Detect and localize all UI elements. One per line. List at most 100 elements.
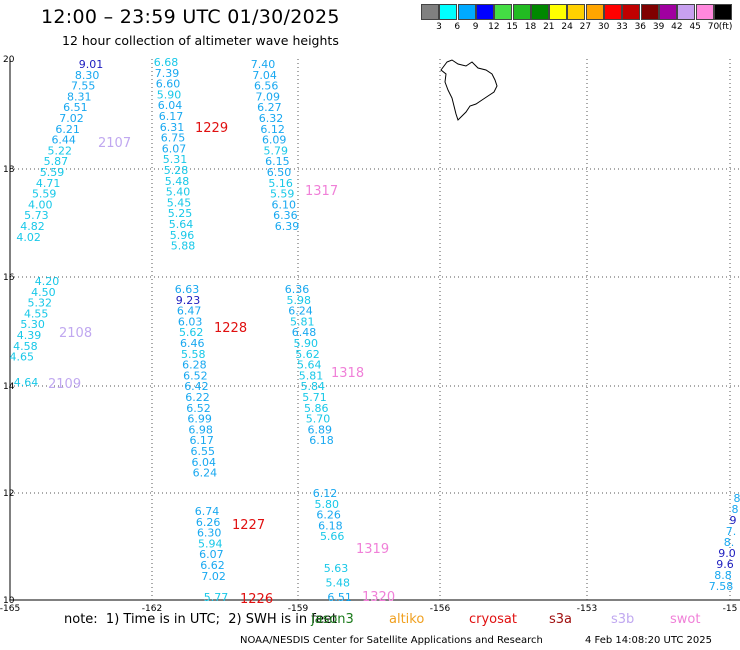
legend-swatch	[658, 4, 677, 20]
wave-height-value: 5.31	[163, 153, 188, 166]
wave-height-value: 5.81	[290, 315, 315, 328]
wave-height-value: 6.07	[162, 142, 187, 155]
legend-label: 45	[689, 22, 701, 32]
wave-height-value: 5.28	[164, 164, 189, 177]
wave-height-value: 5.66	[320, 530, 345, 543]
wave-height-value: 5.22	[48, 144, 73, 157]
track-label: 2108	[59, 326, 92, 341]
wave-height-value: 6.52	[183, 369, 208, 382]
legend-swatch	[475, 4, 494, 20]
track-label: 1319	[356, 542, 389, 557]
wave-height-value: 6.21	[55, 123, 80, 136]
wave-height-value: 6.36	[273, 209, 298, 222]
wave-height-value: 9.6	[716, 558, 734, 571]
track-label: 1226	[240, 592, 273, 607]
legend-label: 9	[472, 22, 479, 32]
wave-height-value: 6.17	[159, 110, 184, 123]
wave-height-value: 5.32	[28, 297, 53, 310]
wave-height-value: 5.90	[294, 337, 319, 350]
wave-height-value: 6.26	[316, 509, 341, 522]
legend-swatch	[567, 4, 586, 20]
wave-height-value: 6.89	[308, 423, 333, 436]
wave-height-value: 6.44	[51, 134, 76, 147]
wave-height-value: 6.18	[318, 519, 343, 532]
wave-height-value: 8.8	[714, 569, 732, 582]
wave-height-value: 4.02	[16, 231, 41, 244]
wave-height-value: 6.39	[275, 220, 300, 233]
wave-height-value: 6.04	[158, 99, 183, 112]
legend-label: 42	[671, 22, 683, 32]
wave-height-value: 6.04	[192, 456, 217, 469]
legend-swatch	[640, 4, 659, 20]
wave-height-value: 5.16	[268, 177, 293, 190]
track-label: 1229	[195, 121, 228, 136]
x-tick-label: -153	[577, 604, 597, 614]
legend-swatch	[530, 4, 549, 20]
wave-height-value: 6.62	[200, 559, 225, 572]
track-labels: 2107 2108 2109 1229 1228 1227 1226 1317 1318 1319…	[48, 121, 395, 607]
wave-height-value: 8.	[724, 536, 735, 549]
legend-swatch	[512, 4, 531, 20]
wave-height-value: 6.99	[187, 413, 212, 426]
track-label: 1228	[214, 321, 247, 336]
legend-swatch	[439, 4, 458, 20]
legend-label: 18	[524, 22, 537, 32]
legend-label: 33	[616, 22, 628, 32]
legend-label: 39	[652, 22, 665, 32]
wave-height-value: 6.12	[313, 487, 338, 500]
wave-height-value: 6.24	[288, 305, 313, 318]
x-tick-label: -15	[723, 604, 738, 614]
wave-height-value: 6.48	[292, 326, 317, 339]
legend-swatch	[622, 4, 641, 20]
wave-height-value: 8	[734, 492, 740, 505]
wave-height-value: 6.31	[160, 121, 185, 134]
legend-label: 15	[506, 22, 518, 32]
track-label: 1227	[232, 518, 265, 533]
footer-note: note: 1) Time is in UTC; 2) SWH is in fe…	[64, 612, 337, 627]
y-tick-label: 12	[3, 489, 14, 499]
legend-label: 30	[597, 22, 610, 32]
wave-height-value: 6.36	[285, 283, 310, 296]
y-tick-label: 14	[3, 382, 15, 392]
legend-swatch	[677, 4, 696, 20]
legend-swatch	[713, 4, 732, 20]
wave-height-value: 9.0	[718, 547, 736, 560]
wave-height-value: 5.59	[40, 166, 65, 179]
mission-label: s3a	[549, 612, 573, 627]
track-label: 2109	[48, 377, 81, 392]
wave-height-value: 5.81	[299, 369, 324, 382]
wave-height-value: 5.62	[179, 326, 204, 339]
wave-height-value: 6.46	[180, 337, 205, 350]
page-subtitle: 12 hour collection of altimeter wave hei…	[62, 33, 339, 48]
legend-unit: (ft)	[718, 22, 733, 32]
legend-swatch	[421, 4, 439, 20]
x-tick-label: -159	[288, 604, 309, 614]
legend-label: 27	[579, 22, 592, 32]
wave-height-value: 4.64	[14, 376, 39, 389]
wave-height-value: 6.50	[267, 166, 292, 179]
legend-label: 70	[707, 22, 720, 32]
wave-height-value: 6.12	[260, 123, 285, 136]
wave-height-value: 5.84	[301, 380, 326, 393]
legend-label: 21	[543, 22, 555, 32]
wave-height-value: 6.22	[185, 391, 210, 404]
track-label: 1320	[362, 590, 395, 605]
wave-height-value: 6.03	[178, 315, 203, 328]
x-tick-label: -156	[430, 604, 451, 614]
wave-height-value: 4.39	[17, 329, 42, 342]
x-tick-label: -165	[0, 604, 20, 614]
legend-swatch	[585, 4, 604, 20]
wave-height-value: 7.39	[155, 67, 180, 80]
wave-height-value: 7.58	[709, 580, 734, 593]
legend-label: 3	[436, 22, 442, 32]
wave-height-value: 5.59	[270, 188, 295, 201]
wave-height-value: 5.25	[168, 207, 193, 220]
wave-height-value: 6.52	[186, 402, 211, 415]
wave-height-value: 5.77	[204, 591, 229, 604]
legend-swatch	[604, 4, 622, 20]
wave-height-value: 6.27	[257, 101, 282, 114]
wave-height-value: 6.30	[197, 527, 222, 540]
wave-height-value: 5.45	[167, 196, 192, 209]
wave-height-value: 4.65	[10, 351, 35, 364]
wave-height-value: 4.00	[28, 198, 53, 211]
